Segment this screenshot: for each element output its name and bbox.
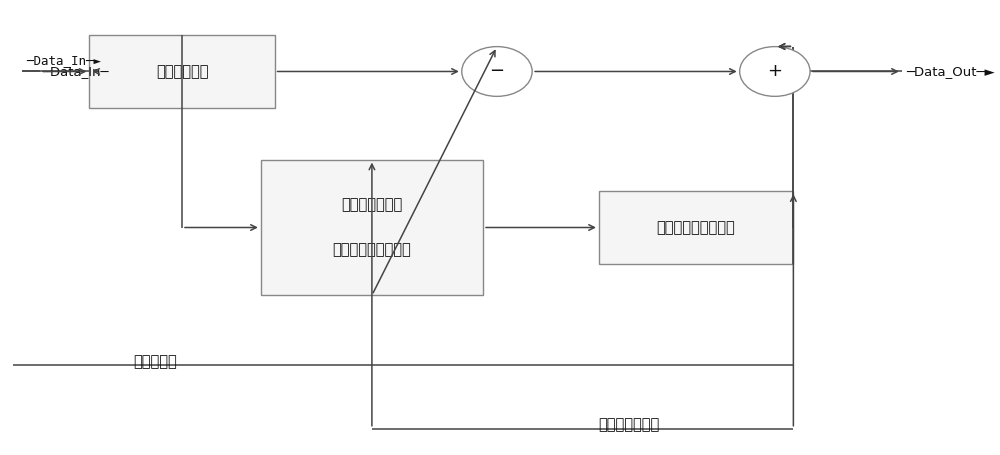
FancyBboxPatch shape	[261, 160, 483, 295]
FancyBboxPatch shape	[599, 191, 793, 264]
Text: 求得最大平均暗电平: 求得最大平均暗电平	[333, 243, 411, 258]
Text: 计算平均暗电平: 计算平均暗电平	[341, 197, 403, 212]
Ellipse shape	[462, 46, 532, 96]
Ellipse shape	[740, 46, 810, 96]
Text: 调整输出数据偏移量: 调整输出数据偏移量	[657, 220, 735, 235]
Text: +: +	[767, 62, 782, 81]
Text: −: −	[489, 62, 505, 81]
FancyBboxPatch shape	[89, 35, 275, 108]
Text: 黑行中值滤波: 黑行中值滤波	[156, 64, 208, 79]
Text: 图像输出偏移量: 图像输出偏移量	[598, 417, 660, 432]
Text: ─Data_In─: ─Data_In─	[42, 65, 109, 78]
Text: 暗电流上限: 暗电流上限	[133, 354, 177, 369]
Text: ─Data_Out─►: ─Data_Out─►	[906, 65, 995, 78]
Text: ─Data_In─►: ─Data_In─►	[26, 54, 101, 67]
